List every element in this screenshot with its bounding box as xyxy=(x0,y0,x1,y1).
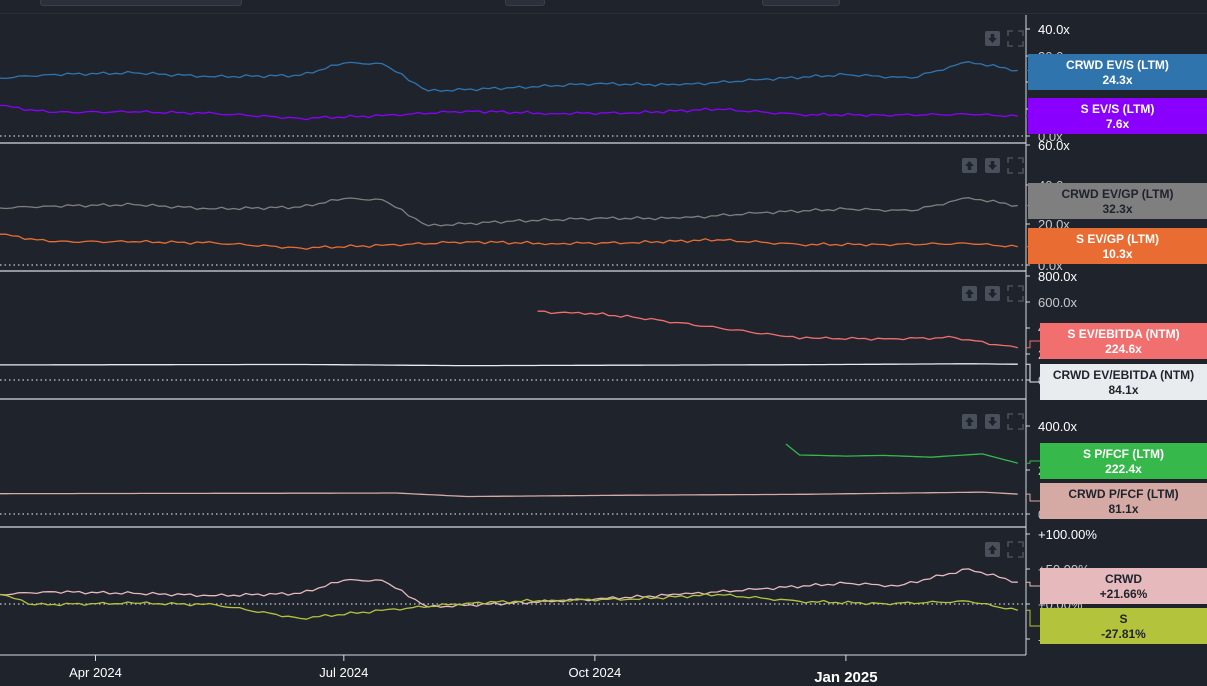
x-tick-label: Jan 2025 xyxy=(814,669,877,686)
move-down-icon[interactable] xyxy=(985,158,1000,173)
series-line-s-ev-ebitda-ntm- xyxy=(537,310,1018,349)
series-value-badge: S EV/GP (LTM)10.3x xyxy=(1028,228,1207,264)
toolbar-control[interactable] xyxy=(505,0,545,6)
toolbar-control[interactable] xyxy=(762,0,840,6)
badge-series-name: CRWD EV/EBITDA (NTM) xyxy=(1053,368,1194,382)
series-line-crwd-p-fcf-ltm- xyxy=(0,491,1018,498)
badge-series-name: CRWD EV/GP (LTM) xyxy=(1062,187,1174,201)
badge-series-name: S EV/GP (LTM) xyxy=(1076,232,1159,246)
badge-series-name: CRWD P/FCF (LTM) xyxy=(1068,487,1178,501)
series-line-s-p-fcf-ltm- xyxy=(785,443,1018,464)
badge-connector xyxy=(1026,581,1040,587)
y-tick-label: 60.0x xyxy=(1038,138,1070,153)
badge-connector xyxy=(1026,609,1040,627)
series-line-crwd-ev-gp-ltm- xyxy=(0,197,1018,227)
badge-background xyxy=(1040,608,1207,644)
series-value-badge: S EV/EBITDA (NTM)224.6x xyxy=(1040,323,1207,359)
badge-background xyxy=(1040,443,1207,479)
series-value-badge: S P/FCF (LTM)222.4x xyxy=(1040,443,1207,479)
badge-series-value: 224.6x xyxy=(1105,342,1142,356)
move-up-icon[interactable] xyxy=(962,414,977,429)
badge-series-value: 7.6x xyxy=(1106,117,1130,131)
badge-series-value: 32.3x xyxy=(1102,202,1132,216)
fullscreen-icon[interactable] xyxy=(1007,30,1024,47)
badge-background xyxy=(1040,568,1207,604)
badge-series-name: S EV/EBITDA (NTM) xyxy=(1067,327,1179,341)
badge-series-name: CRWD EV/S (LTM) xyxy=(1066,58,1169,72)
y-tick-label: 400.0x xyxy=(1038,419,1078,434)
fullscreen-icon[interactable] xyxy=(1007,413,1024,430)
series-value-badge: CRWD P/FCF (LTM)81.1x xyxy=(1040,483,1207,519)
x-tick-label: Apr 2024 xyxy=(69,665,122,680)
chart-panel-4: 400.0x200.0x0.0xS P/FCF (LTM)222.4xCRWD … xyxy=(0,398,1207,522)
series-value-badge: S-27.81% xyxy=(1040,608,1207,644)
badge-connector xyxy=(1026,363,1040,383)
move-up-icon[interactable] xyxy=(985,542,1000,557)
badge-series-name: S xyxy=(1119,612,1127,626)
move-down-icon[interactable] xyxy=(985,286,1000,301)
series-line-s-ev-gp-ltm- xyxy=(0,233,1018,250)
move-down-icon[interactable] xyxy=(985,414,1000,429)
y-tick-label: 600.0x xyxy=(1038,295,1078,310)
series-line-s-ev-s-ltm- xyxy=(0,104,1018,121)
move-down-icon[interactable] xyxy=(985,31,1000,46)
top-toolbar xyxy=(0,0,1207,14)
y-tick-label: 40.0x xyxy=(1038,22,1070,37)
fullscreen-icon[interactable] xyxy=(1007,157,1024,174)
badge-background xyxy=(1040,364,1207,400)
series-value-badge: CRWD+21.66% xyxy=(1040,568,1207,604)
series-value-badge: CRWD EV/S (LTM)24.3x xyxy=(1028,54,1207,90)
badge-series-value: 10.3x xyxy=(1102,247,1132,261)
move-up-icon[interactable] xyxy=(962,286,977,301)
toolbar-control[interactable] xyxy=(40,0,242,6)
series-line-crwd-ev-s-ltm- xyxy=(0,61,1018,92)
badge-background xyxy=(1040,483,1207,519)
badge-series-name: S EV/S (LTM) xyxy=(1081,102,1155,116)
badge-series-name: S P/FCF (LTM) xyxy=(1083,447,1164,461)
x-tick-label: Jul 2024 xyxy=(319,665,368,680)
badge-series-value: 24.3x xyxy=(1102,73,1132,87)
series-line-s xyxy=(0,593,1019,620)
fullscreen-icon[interactable] xyxy=(1007,285,1024,302)
badge-connector xyxy=(1026,493,1040,502)
badge-background xyxy=(1028,228,1207,264)
x-tick-label: Oct 2024 xyxy=(568,665,621,680)
badge-series-value: 81.1x xyxy=(1108,502,1138,516)
badge-connector xyxy=(1026,460,1040,464)
badge-series-value: 84.1x xyxy=(1108,383,1138,397)
y-tick-label: +100.00% xyxy=(1038,527,1097,542)
badge-background xyxy=(1028,98,1207,134)
badge-background xyxy=(1028,54,1207,90)
fullscreen-icon[interactable] xyxy=(1007,541,1024,558)
series-value-badge: CRWD EV/EBITDA (NTM)84.1x xyxy=(1040,364,1207,400)
series-line-crwd xyxy=(0,568,1018,608)
move-up-icon[interactable] xyxy=(962,158,977,173)
badge-connector xyxy=(1026,340,1040,349)
badge-background xyxy=(1040,323,1207,359)
series-value-badge: S EV/S (LTM)7.6x xyxy=(1028,98,1207,134)
badge-background xyxy=(1028,183,1207,219)
series-line-crwd-ev-ebitda-ntm- xyxy=(0,363,1018,367)
badge-series-value: -27.81% xyxy=(1101,627,1146,641)
y-tick-label: 800.0x xyxy=(1038,269,1078,284)
chart-panel-5: +100.00%+50.00%+0.00%-50.00%CRWD+21.66%S… xyxy=(0,526,1207,647)
badge-series-value: +21.66% xyxy=(1100,587,1148,601)
badge-series-name: CRWD xyxy=(1105,572,1142,586)
series-value-badge: CRWD EV/GP (LTM)32.3x xyxy=(1028,183,1207,219)
badge-series-value: 222.4x xyxy=(1105,462,1142,476)
